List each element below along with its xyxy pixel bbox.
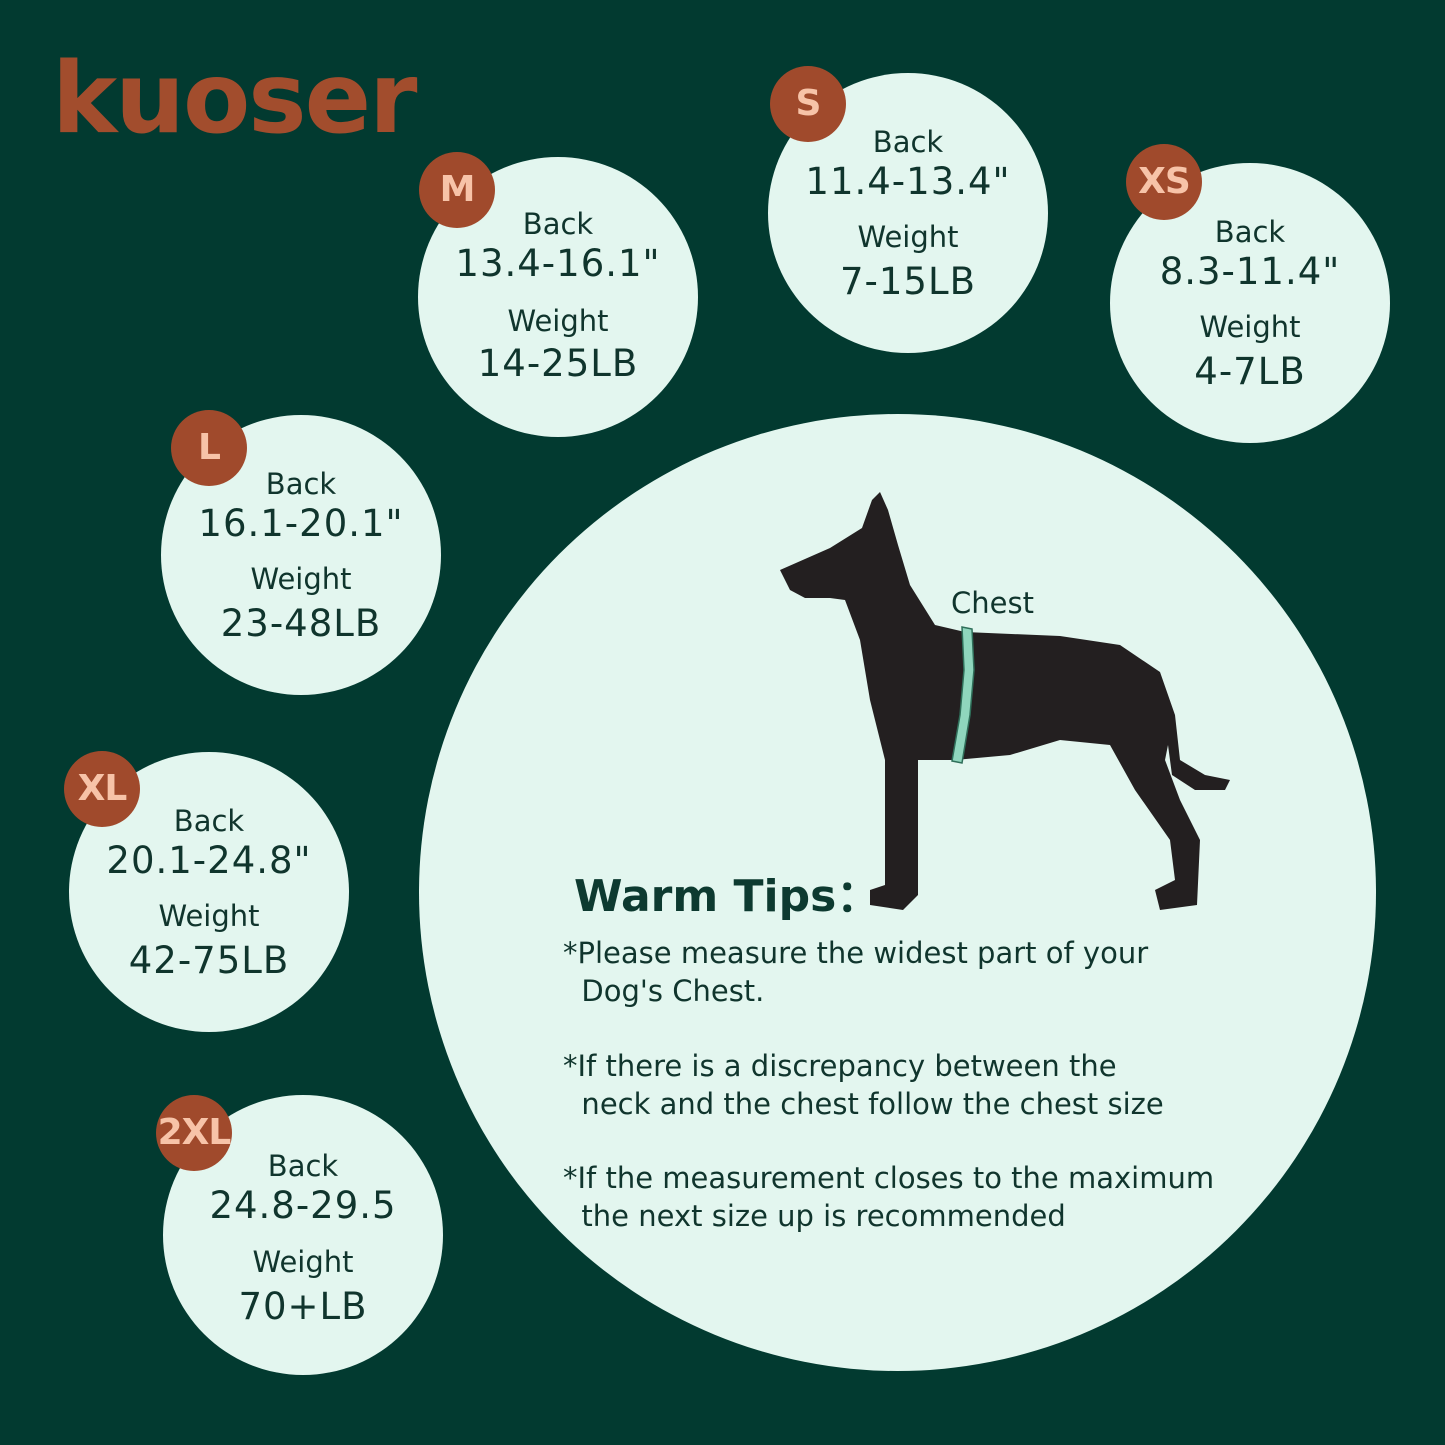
weight-value: 23-48LB <box>220 602 382 645</box>
back-label: Back <box>173 804 245 838</box>
tip-item: *If there is a discrepancy between the n… <box>563 1049 1164 1121</box>
back-label: Back <box>265 467 337 501</box>
back-label: Back <box>522 207 594 241</box>
size-badge-s: S <box>770 66 846 142</box>
brand-logo: kuoser <box>52 42 417 156</box>
back-value: 16.1-20.1" <box>198 502 404 545</box>
tip-item: *If the measurement closes to the maximu… <box>563 1161 1215 1233</box>
tip-item: *Please measure the widest part of your … <box>563 936 1149 1008</box>
back-value: 13.4-16.1" <box>455 242 661 285</box>
weight-label: Weight <box>857 220 959 254</box>
size-badge-2xl: 2XL <box>156 1095 232 1171</box>
weight-value: 4-7LB <box>1194 350 1306 393</box>
size-badge-m: M <box>419 152 495 228</box>
back-value: 24.8-29.5 <box>209 1184 397 1227</box>
measuring-tape <box>951 626 975 764</box>
weight-label: Weight <box>252 1245 354 1279</box>
back-label: Back <box>1214 215 1286 249</box>
weight-label: Weight <box>507 304 609 338</box>
weight-label: Weight <box>158 899 260 933</box>
chest-label: Chest <box>951 586 1034 620</box>
weight-value: 42-75LB <box>128 939 290 982</box>
size-badge-l: L <box>171 410 247 486</box>
weight-value: 70+LB <box>238 1285 368 1328</box>
weight-label: Weight <box>250 562 352 596</box>
warm-tips-title: Warm Tips： <box>574 871 881 922</box>
dog-body <box>780 492 1230 910</box>
back-value: 8.3-11.4" <box>1159 250 1341 293</box>
back-label: Back <box>267 1149 339 1183</box>
back-value: 11.4-13.4" <box>805 160 1011 203</box>
weight-value: 14-25LB <box>477 342 639 385</box>
size-badge-xs: XS <box>1126 144 1202 220</box>
weight-value: 7-15LB <box>840 260 976 303</box>
weight-label: Weight <box>1199 310 1301 344</box>
back-value: 20.1-24.8" <box>106 839 312 882</box>
back-label: Back <box>872 125 944 159</box>
size-badge-xl: XL <box>64 751 140 827</box>
